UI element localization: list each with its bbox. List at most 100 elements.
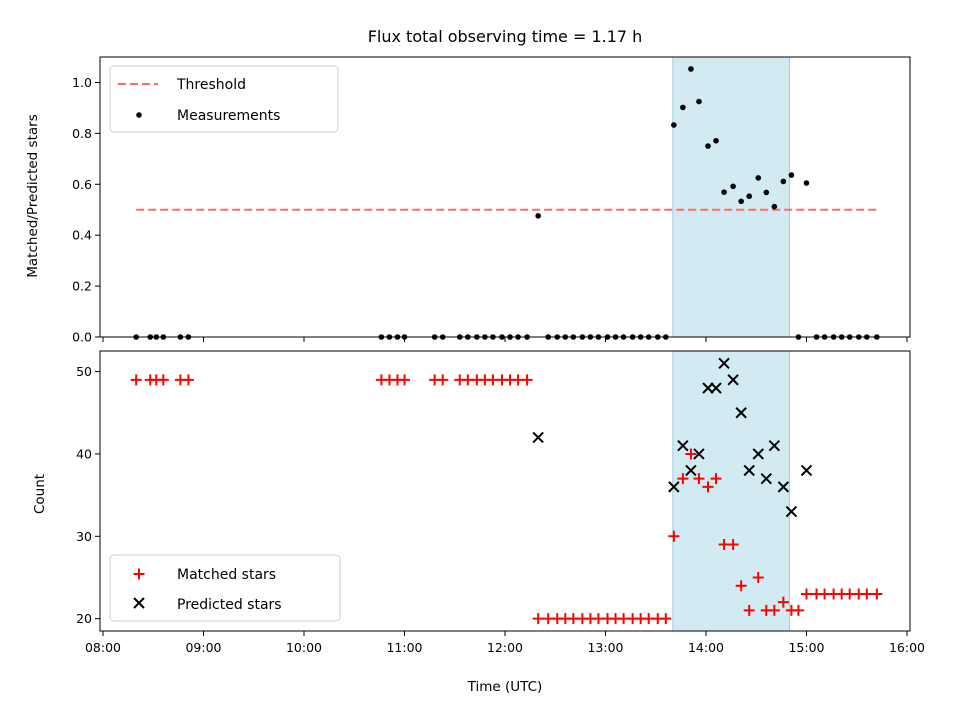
- predicted-star-marker: [532, 431, 544, 444]
- measurement-point: [671, 122, 677, 128]
- x-tick-label: 15:00: [788, 640, 824, 655]
- predicted-star-marker: [752, 448, 764, 460]
- y-tick-label: 40: [76, 446, 92, 461]
- predicted-star-marker: [685, 464, 697, 477]
- y-tick-label: 0.2: [72, 279, 92, 294]
- predicted-star-marker: [718, 357, 730, 370]
- matched-star-marker: [702, 481, 714, 493]
- predicted-star-marker: [785, 505, 798, 518]
- predicted-star-marker: [760, 472, 772, 485]
- matched-star-marker: [752, 571, 764, 583]
- matched-star-marker: [710, 473, 722, 485]
- legend-frame: [109, 65, 339, 133]
- matched-star-marker: [157, 374, 169, 386]
- measurement-point: [705, 143, 711, 149]
- matched-star-marker: [735, 580, 747, 592]
- legend-threshold-label: Threshold: [176, 77, 246, 93]
- measurement-point: [738, 198, 744, 205]
- predicted-star-marker: [735, 407, 747, 419]
- measurement-point: [680, 104, 686, 111]
- predicted-star-marker: [777, 481, 790, 493]
- matched-star-marker: [437, 374, 449, 386]
- matched-star-marker: [182, 374, 194, 386]
- measurement-point: [763, 189, 770, 196]
- matched-star-marker: [861, 588, 873, 600]
- panel-0: 0.0 0.2 0.4 0.6 0.8 1.0 Threshold Measurements: [72, 56, 911, 345]
- matched-star-marker: [800, 588, 812, 600]
- measurement-point: [771, 203, 778, 210]
- predicted-star-marker: [768, 439, 781, 452]
- chart-title: Flux total observing time = 1.17 h: [368, 27, 643, 46]
- matched-star-marker: [727, 539, 739, 551]
- legend-matched-swatch: [133, 568, 145, 580]
- matched-star-marker: [130, 374, 142, 386]
- plot-layer: 0.00.20.40.60.81.0 ThresholdMeasurements0…: [72, 56, 925, 655]
- matched-star-marker: [768, 604, 780, 616]
- y-tick-label: 1.0: [72, 75, 92, 90]
- legend-matched-label: Matched stars: [177, 567, 276, 583]
- y-tick-label: 30: [76, 529, 92, 544]
- x-tick-label: 16:00: [889, 640, 925, 655]
- matched-star-marker: [685, 448, 697, 460]
- x-tick-label: 14:00: [688, 640, 724, 655]
- matched-star-marker: [668, 530, 680, 542]
- matched-star-marker: [399, 374, 411, 386]
- measurement-point: [535, 213, 541, 219]
- matched-star-marker: [743, 604, 755, 616]
- x-tick-label: 09:00: [185, 640, 221, 655]
- legend-predicted-swatch: [133, 597, 145, 609]
- measurement-point: [696, 98, 702, 105]
- matched-star-marker: [521, 374, 533, 386]
- legend-frame: [109, 554, 341, 622]
- bottom-y-axis-label: Count: [32, 474, 48, 514]
- y-tick-label: 0.4: [72, 228, 92, 243]
- measurement-point: [713, 137, 719, 144]
- matched-star-marker: [693, 473, 705, 485]
- measurement-point: [721, 189, 727, 195]
- matched-star-marker: [792, 604, 804, 616]
- legend-predicted-label: Predicted stars: [177, 597, 282, 613]
- axes-frame: [99, 350, 911, 632]
- measurement-point: [788, 172, 795, 178]
- measurement-point: [746, 193, 753, 200]
- measurement-point: [780, 178, 787, 185]
- predicted-star-marker: [743, 464, 755, 477]
- matched-star-marker: [660, 613, 672, 625]
- observing-window-band: [672, 350, 790, 632]
- y-tick-label: 50: [76, 364, 92, 379]
- predicted-star-marker: [668, 481, 680, 493]
- legend-measurements-label: Measurements: [177, 108, 280, 124]
- predicted-star-marker: [727, 374, 739, 386]
- panel-1: 08:00 09:00 10:00 11:00 12:00 13:00 14:00 15:00…: [76, 350, 925, 655]
- observing-window-band: [672, 56, 790, 338]
- measurement-point: [688, 66, 694, 72]
- axes-frame: [99, 56, 911, 338]
- top-legend: Threshold Measurements: [109, 65, 339, 133]
- predicted-star-marker: [677, 439, 689, 452]
- measurement-point: [803, 180, 810, 186]
- predicted-star-marker: [710, 382, 722, 394]
- y-tick-label: 0.0: [72, 330, 92, 345]
- matched-star-marker: [777, 596, 789, 608]
- x-tick-label: 12:00: [487, 640, 523, 655]
- x-tick-label: 11:00: [386, 640, 422, 655]
- predicted-star-marker: [693, 448, 705, 460]
- x-axis-label: Time (UTC): [467, 679, 543, 695]
- measurement-point: [730, 183, 736, 190]
- top-y-axis-label: Matched/Predicted stars: [25, 114, 41, 277]
- matched-star-marker: [871, 588, 883, 600]
- matched-star-marker: [532, 613, 544, 625]
- x-tick-label: 13:00: [587, 640, 623, 655]
- y-tick-label: 0.8: [72, 126, 92, 141]
- matched-star-marker: [677, 473, 689, 485]
- y-tick-label: 20: [76, 611, 92, 626]
- legend-measurements-swatch: [136, 112, 142, 118]
- y-tick-label: 0.6: [72, 177, 92, 192]
- x-tick-label: 10:00: [286, 640, 322, 655]
- predicted-star-marker: [800, 464, 813, 477]
- measurement-point: [755, 175, 762, 181]
- x-tick-label: 08:00: [85, 640, 121, 655]
- bottom-legend: Matched stars Predicted stars: [109, 554, 341, 622]
